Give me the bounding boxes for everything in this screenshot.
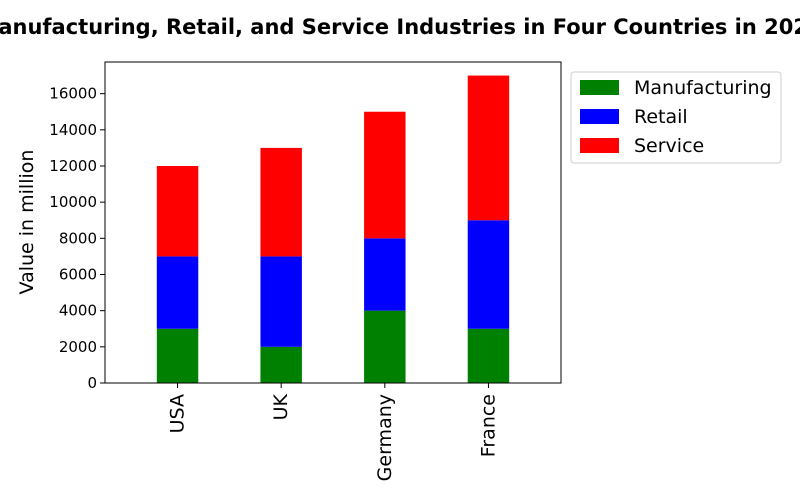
legend-swatch-retail (580, 109, 619, 124)
bar-uk-retail (260, 256, 302, 347)
x-tick-label-uk: UK (270, 393, 292, 420)
bar-germany-retail (364, 238, 406, 311)
chart-title: Manufacturing, Retail, and Service Indus… (0, 15, 800, 39)
y-tick-label: 12000 (49, 157, 97, 175)
legend-label-retail: Retail (634, 106, 688, 128)
legend-frame (570, 71, 782, 164)
y-tick-label: 16000 (49, 85, 97, 103)
y-tick-label: 14000 (49, 121, 97, 139)
bar-usa-service (156, 165, 199, 257)
legend-swatch-manufacturing (580, 80, 619, 95)
legend-label-service: Service (634, 135, 704, 157)
y-tick-label: 2000 (59, 338, 97, 356)
x-tick-label-germany: Germany (374, 394, 396, 481)
bar-germany-manufacturing (364, 310, 406, 383)
bar-uk-manufacturing (260, 346, 302, 383)
legend-label-manufacturing: Manufacturing (634, 77, 772, 99)
y-tick-label: 6000 (59, 265, 97, 283)
y-tick-label: 4000 (59, 302, 97, 320)
bar-france-retail (467, 220, 510, 329)
bar-uk-service (260, 147, 302, 257)
y-tick-label: 10000 (49, 193, 97, 211)
y-axis-ticks: 0 2000 4000 6000 8000 10000 12000 14000 16000 (49, 85, 105, 392)
y-tick-label: 8000 (59, 229, 97, 247)
x-axis-ticks: USA UK Germany France (167, 383, 499, 481)
legend: Manufacturing Retail Service (570, 71, 782, 164)
bar-france-service (467, 75, 510, 221)
bar-germany-service (364, 111, 406, 239)
bar-france-manufacturing (467, 328, 510, 383)
plot-frame (104, 61, 562, 384)
bar-usa-retail (156, 256, 199, 329)
y-axis-label: Value in million (16, 150, 38, 295)
legend-swatch-service (580, 138, 619, 153)
y-tick-label: 0 (87, 374, 97, 392)
x-tick-label-france: France (477, 394, 499, 457)
bar-usa-manufacturing (156, 328, 199, 383)
bars-group (156, 75, 510, 383)
x-tick-label-usa: USA (167, 394, 189, 433)
